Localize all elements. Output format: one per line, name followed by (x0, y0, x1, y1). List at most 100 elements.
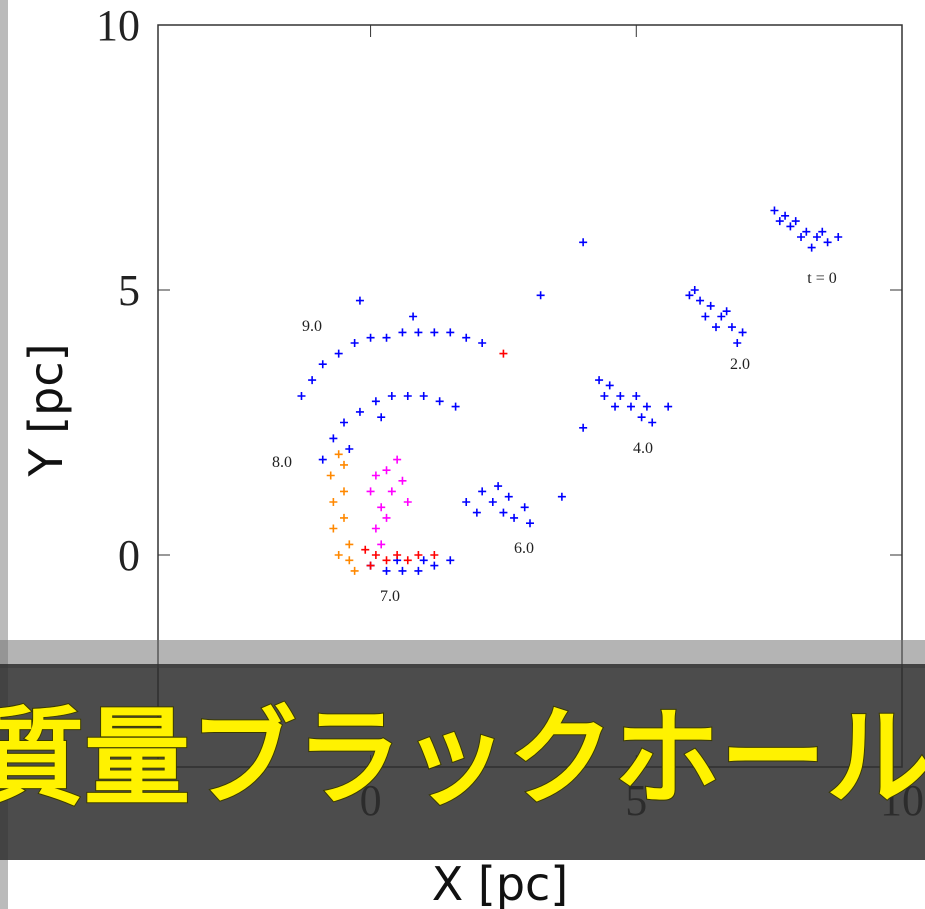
point (685, 291, 694, 300)
point (326, 471, 335, 480)
point (706, 301, 715, 310)
point (371, 551, 380, 559)
point (664, 402, 673, 411)
point (435, 397, 444, 406)
point (350, 339, 359, 347)
point (334, 450, 343, 459)
annotation: 8.0 (272, 454, 292, 471)
point (361, 545, 370, 554)
point (345, 445, 354, 453)
point (329, 498, 338, 506)
point (462, 333, 471, 342)
point (340, 513, 348, 522)
point (393, 455, 402, 464)
caption-band (0, 664, 925, 860)
point (605, 381, 614, 390)
point (536, 291, 545, 300)
point (377, 503, 386, 512)
left-edge (0, 0, 8, 909)
point (733, 339, 742, 347)
point (446, 328, 455, 337)
point (727, 323, 736, 332)
point (478, 487, 487, 496)
point (355, 296, 364, 305)
point (366, 333, 375, 342)
point (382, 513, 391, 522)
point (387, 392, 396, 400)
point (791, 217, 800, 226)
point (340, 460, 348, 469)
y-axis-label: Y [pc] (19, 343, 73, 477)
point (382, 333, 391, 342)
point (387, 487, 396, 496)
point (712, 323, 720, 332)
point (382, 556, 391, 565)
point (377, 540, 386, 549)
point (722, 307, 731, 316)
point (781, 211, 790, 220)
point (371, 524, 380, 533)
point (499, 508, 508, 517)
point (807, 243, 816, 252)
point (398, 328, 407, 337)
point (770, 206, 779, 215)
point (579, 238, 588, 247)
y-tick-label: 10 (96, 1, 140, 50)
point (398, 476, 407, 485)
annotation: 4.0 (633, 440, 653, 457)
point (462, 498, 471, 506)
point (398, 566, 407, 575)
point (632, 392, 641, 400)
caption-band-top (0, 640, 925, 668)
point (430, 328, 439, 337)
point (834, 233, 843, 241)
y-tick-label: 0 (118, 531, 140, 580)
point (637, 413, 646, 422)
point (488, 498, 497, 506)
point (595, 376, 604, 385)
point (611, 402, 620, 411)
point (626, 402, 635, 411)
point (579, 423, 588, 432)
point (494, 482, 503, 491)
point (318, 455, 327, 464)
annotation: 9.0 (302, 318, 322, 335)
point (329, 524, 338, 533)
annotation: 6.0 (514, 540, 534, 557)
point (701, 312, 710, 321)
point (797, 233, 806, 241)
point (802, 227, 811, 236)
point (419, 392, 428, 400)
x-axis-label: X [pc] (432, 857, 569, 909)
point (520, 503, 529, 512)
caption: 質量ブラックホール (0, 697, 925, 820)
point (818, 227, 827, 236)
point (430, 561, 439, 570)
point (696, 296, 705, 305)
point (786, 222, 795, 231)
annotation: 2.0 (730, 356, 750, 373)
point (355, 407, 364, 416)
point (371, 471, 380, 480)
point (382, 566, 391, 575)
point (557, 492, 566, 501)
point (812, 233, 821, 241)
point (451, 402, 460, 411)
point (717, 312, 726, 321)
point (318, 360, 327, 369)
point (642, 402, 651, 411)
point (334, 349, 343, 358)
point (297, 392, 306, 400)
point (616, 392, 625, 400)
point (775, 217, 784, 226)
point (478, 339, 487, 347)
point (414, 328, 423, 337)
point (446, 556, 455, 565)
annotation: 7.0 (380, 588, 400, 605)
point (350, 566, 359, 575)
caption-overlay: 質量ブラックホール (0, 640, 925, 860)
point (414, 566, 423, 575)
point (366, 487, 375, 496)
point (340, 418, 348, 427)
